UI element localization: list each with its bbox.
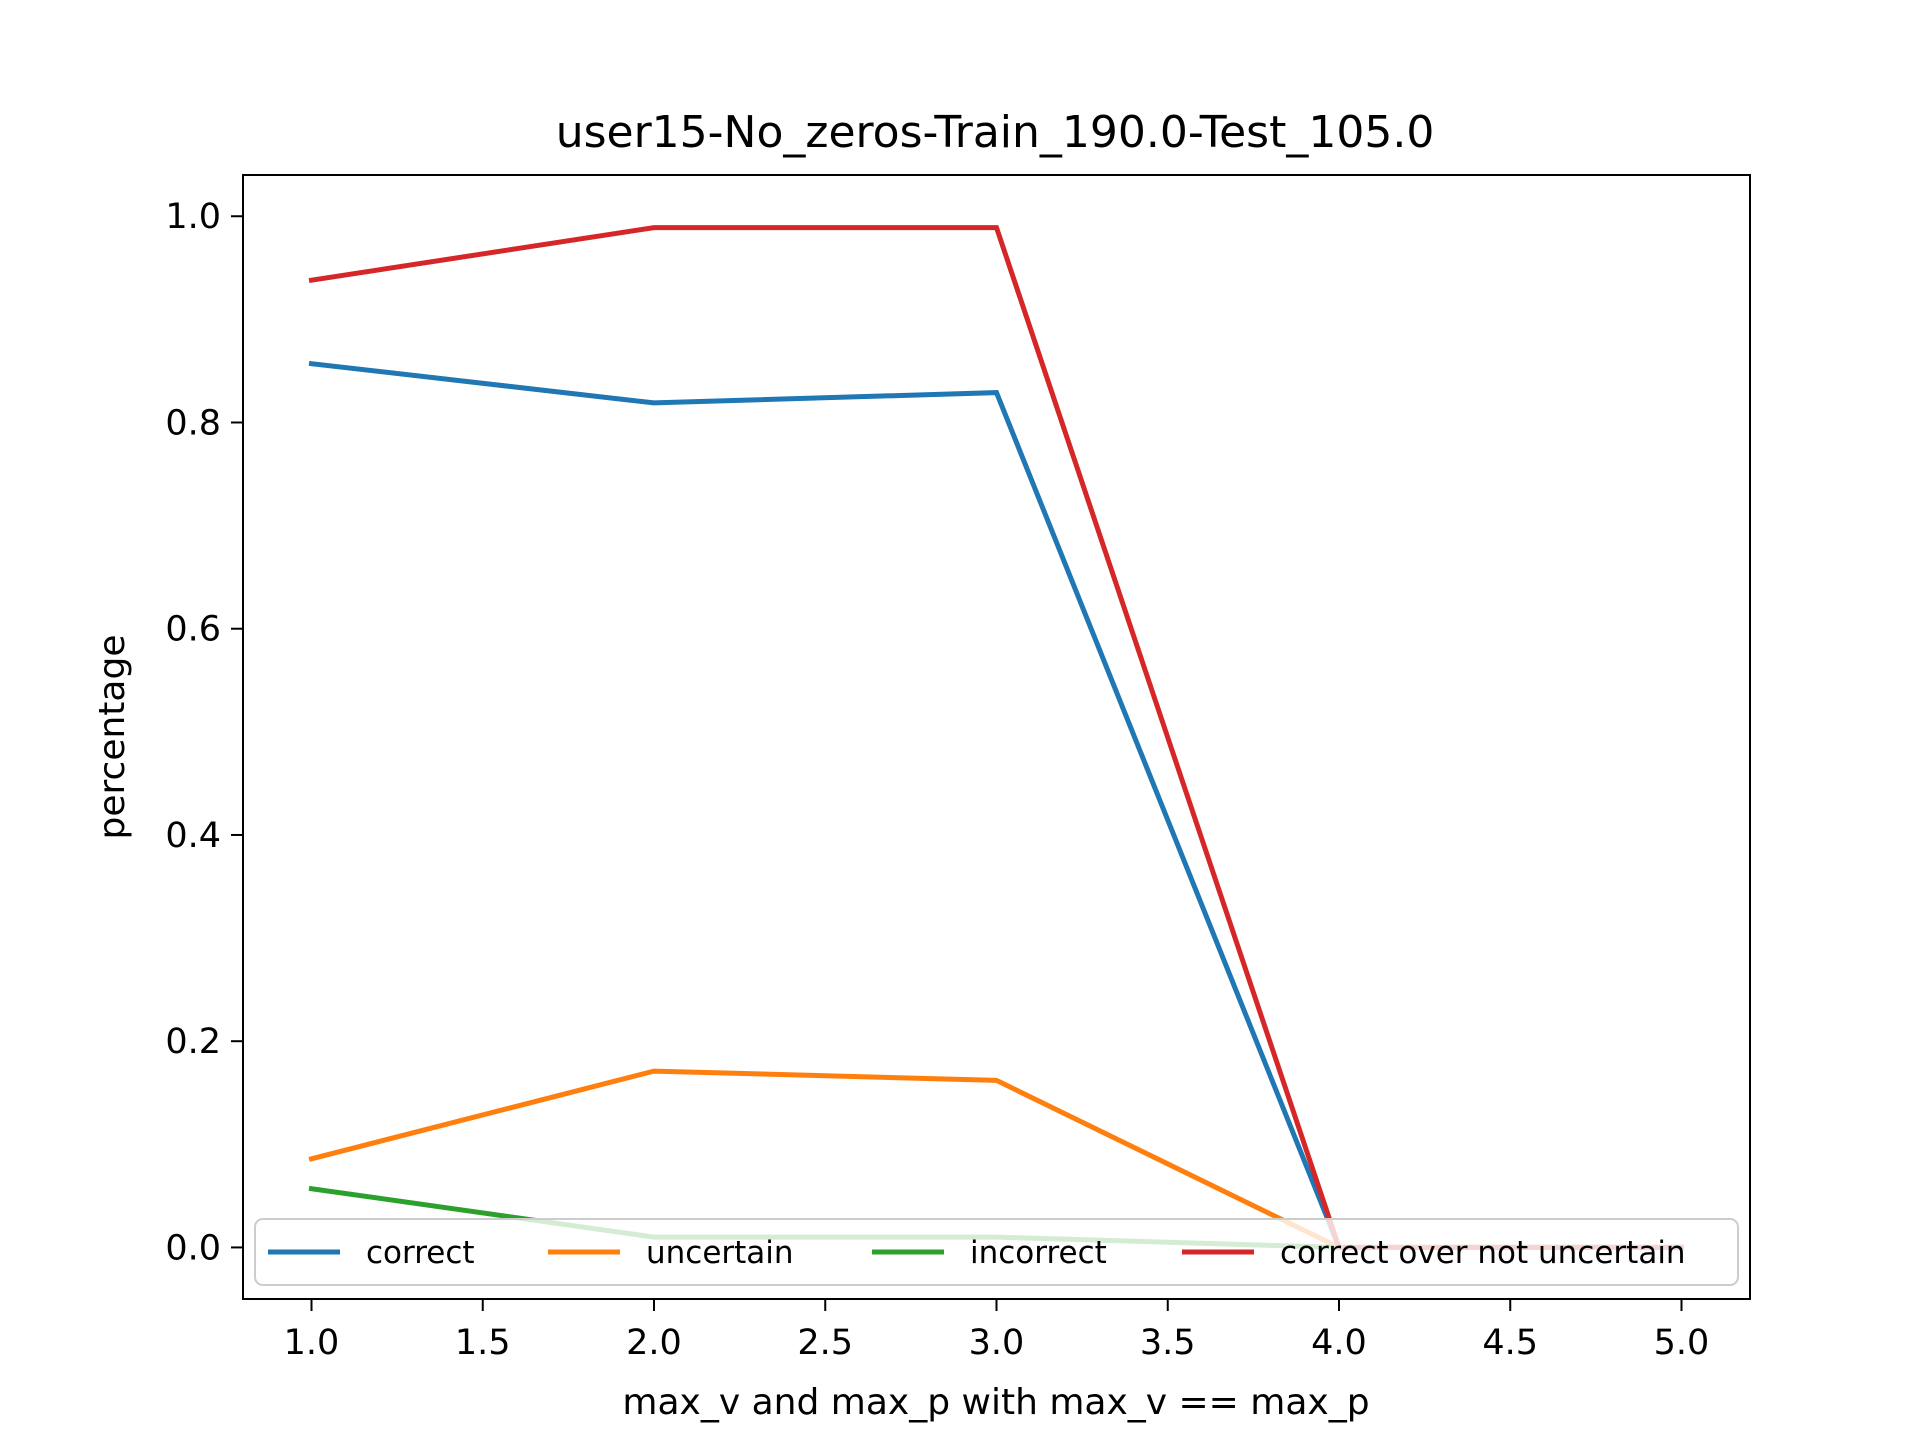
y-tick-label: 0.2 xyxy=(165,1022,221,1062)
x-tick-label: 4.0 xyxy=(1311,1323,1367,1363)
y-tick-label: 0.4 xyxy=(165,816,221,856)
legend-label: uncertain xyxy=(646,1235,794,1271)
chart-title: user15-No_zeros-Train_190.0-Test_105.0 xyxy=(556,107,1435,158)
y-axis-label: percentage xyxy=(92,635,133,840)
x-axis: 1.0 1.5 2.0 2.5 3.0 3.5 4.0 4.5 5.0 xyxy=(284,1299,1710,1363)
y-tick-label: 0.0 xyxy=(165,1228,221,1268)
legend-box xyxy=(254,1218,1739,1286)
plot-background xyxy=(243,175,1750,1299)
y-tick-label: 1.0 xyxy=(165,197,221,237)
x-tick-label: 2.0 xyxy=(626,1323,682,1363)
legend-label: correct xyxy=(366,1235,475,1271)
x-tick-label: 3.0 xyxy=(969,1323,1025,1363)
x-tick-label: 4.5 xyxy=(1482,1323,1538,1363)
x-tick-label: 3.5 xyxy=(1140,1323,1196,1363)
x-tick-label: 1.0 xyxy=(284,1323,340,1363)
x-tick-label: 2.5 xyxy=(797,1323,853,1363)
y-axis: 0.0 0.2 0.4 0.6 0.8 1.0 xyxy=(165,197,243,1268)
plot-area xyxy=(242,174,1751,1300)
y-tick-label: 0.8 xyxy=(165,403,221,443)
y-tick-label: 0.6 xyxy=(165,610,221,650)
x-axis-label: max_v and max_p with max_v == max_p xyxy=(622,1382,1369,1423)
legend: correct uncertain incorrect correct over no… xyxy=(254,1218,1739,1286)
legend-label: correct over not uncertain xyxy=(1280,1235,1686,1271)
legend-label: incorrect xyxy=(970,1235,1107,1271)
x-tick-label: 1.5 xyxy=(455,1323,511,1363)
x-tick-label: 5.0 xyxy=(1654,1323,1710,1363)
